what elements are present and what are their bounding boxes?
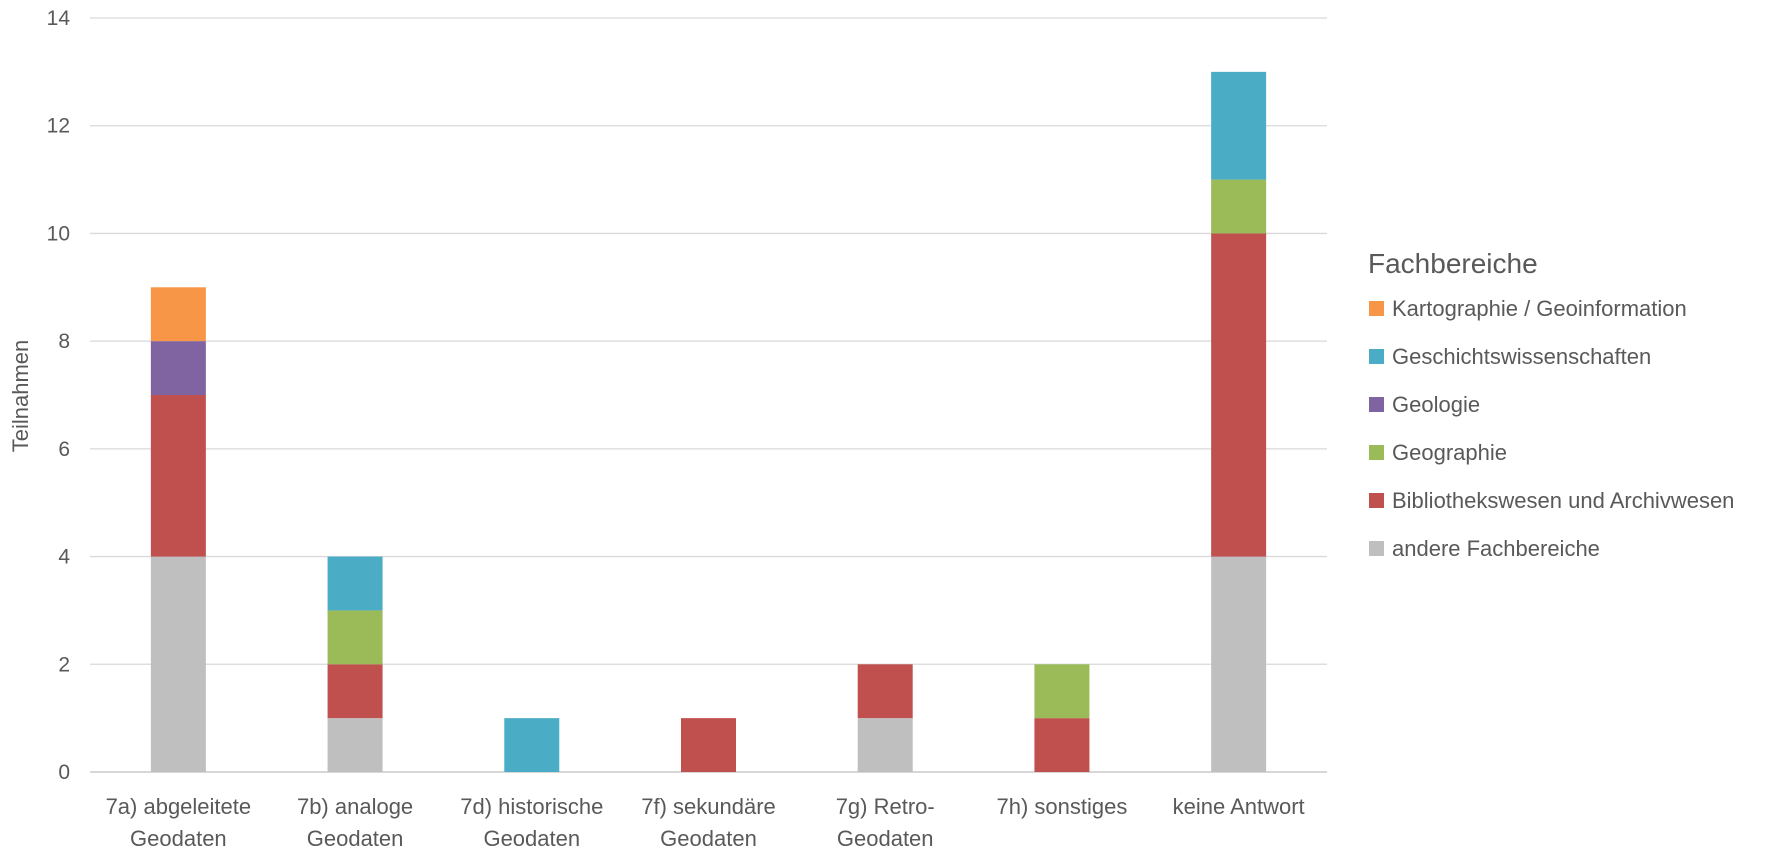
y-tick-label: 2 <box>58 653 70 676</box>
x-tick-label: 7f) sekundäre Geodaten <box>641 794 776 849</box>
legend-item: Geologie <box>1369 392 1480 417</box>
y-axis-tick-labels: 0 2 4 6 8 10 12 14 <box>47 7 71 784</box>
x-tick-label-line: 7f) sekundäre <box>641 794 776 819</box>
x-tick-label-line: 7d) historische <box>460 794 603 819</box>
bar-segment <box>681 718 736 772</box>
legend-label: Geographie <box>1392 440 1507 465</box>
legend: Fachbereiche Kartographie / Geoinformati… <box>1368 248 1734 561</box>
y-tick-label: 8 <box>58 330 70 353</box>
y-tick-label: 12 <box>47 115 70 138</box>
legend-label: Geschichtswissenschaften <box>1392 344 1651 369</box>
x-tick-label: 7g) Retro- Geodaten <box>836 794 935 849</box>
legend-swatch <box>1369 541 1384 556</box>
bar-segment <box>327 610 383 665</box>
legend-item: Kartographie / Geoinformation <box>1369 296 1687 321</box>
legend-item: Geographie <box>1369 440 1507 465</box>
bar-segment <box>150 341 206 395</box>
bar-segment <box>327 664 383 719</box>
x-tick-label-line: 7g) Retro- <box>836 794 935 819</box>
x-axis-tick-labels: 7a) abgeleitete Geodaten 7b) analoge Geodat… <box>106 794 1305 851</box>
x-tick-label-line: Geodaten <box>837 826 934 849</box>
legend-label: Bibliothekswesen und Archivwesen <box>1392 488 1734 513</box>
x-tick-label-line: 7b) analoge <box>297 794 413 819</box>
grid-layer <box>90 17 1327 773</box>
legend-swatch <box>1369 397 1384 412</box>
bar-segment <box>1211 179 1267 234</box>
x-tick-label: 7b) analoge Geodaten <box>297 794 413 849</box>
bar-segment <box>857 718 913 772</box>
legend-label: andere Fachbereiche <box>1392 536 1600 561</box>
x-tick-label-line: Geodaten <box>307 826 404 849</box>
y-tick-label: 10 <box>47 222 70 245</box>
x-tick-label: keine Antwort <box>1173 794 1305 819</box>
x-tick-label-line: 7h) sonstiges <box>996 794 1127 819</box>
y-tick-label: 6 <box>58 438 70 461</box>
y-tick-label: 14 <box>47 7 71 30</box>
x-tick-label-line: Geodaten <box>660 826 757 849</box>
bar-segment <box>1034 718 1090 772</box>
legend-items: Kartographie / Geoinformation Geschichtsw… <box>1369 296 1734 561</box>
y-tick-label: 4 <box>58 546 70 569</box>
legend-title: Fachbereiche <box>1368 248 1538 279</box>
legend-label: Kartographie / Geoinformation <box>1392 296 1687 321</box>
legend-swatch <box>1369 301 1384 316</box>
bar-segment <box>1211 556 1267 772</box>
legend-swatch <box>1369 493 1384 508</box>
x-tick-label-line: keine Antwort <box>1173 794 1305 819</box>
legend-swatch <box>1369 445 1384 460</box>
x-tick-label: 7d) historische Geodaten <box>460 794 603 849</box>
bar-segment <box>1211 233 1267 557</box>
y-tick-label: 0 <box>58 761 70 784</box>
x-tick-label: 7h) sonstiges <box>996 794 1127 819</box>
bar-segment <box>150 395 206 557</box>
y-axis-label: Teilnahmen <box>8 340 33 453</box>
bar-segment <box>150 287 206 342</box>
bar-segment <box>504 718 560 772</box>
bar-segment <box>327 556 383 611</box>
bar-segment <box>327 718 383 772</box>
bars-layer <box>150 71 1267 772</box>
bar-segment <box>857 664 913 719</box>
bar-segment <box>1211 71 1267 180</box>
legend-item: andere Fachbereiche <box>1369 536 1600 561</box>
legend-item: Bibliothekswesen und Archivwesen <box>1369 488 1734 513</box>
x-tick-label: 7a) abgeleitete Geodaten <box>106 794 252 849</box>
legend-label: Geologie <box>1392 392 1480 417</box>
x-tick-label-line: Geodaten <box>483 826 580 849</box>
x-tick-label-line: 7a) abgeleitete <box>106 794 252 819</box>
x-tick-label-line: Geodaten <box>130 826 227 849</box>
bar-segment <box>150 556 206 772</box>
legend-swatch <box>1369 349 1384 364</box>
legend-item: Geschichtswissenschaften <box>1369 344 1651 369</box>
bar-segment <box>1034 664 1090 719</box>
